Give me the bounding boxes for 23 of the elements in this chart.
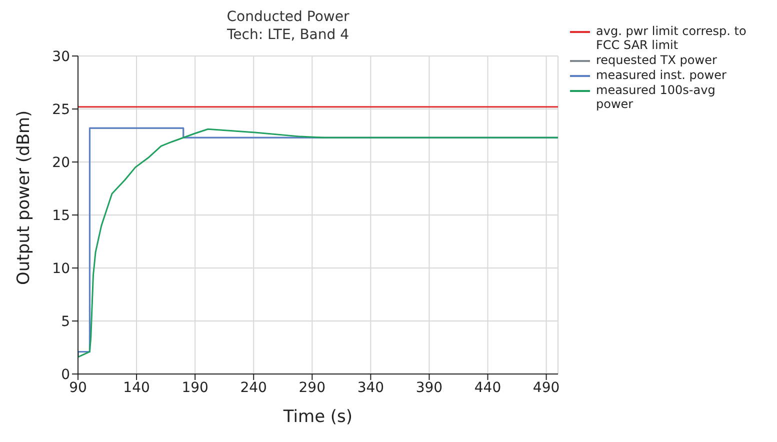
y-tick-label: 20 xyxy=(52,154,70,171)
x-tick-label: 90 xyxy=(69,380,87,396)
chart-subtitle: Tech: LTE, Band 4 xyxy=(226,26,350,44)
legend-label: measured inst. power xyxy=(596,68,726,82)
y-tick-label: 5 xyxy=(61,314,70,330)
y-tick-label: 10 xyxy=(52,260,70,277)
x-tick-label: 190 xyxy=(182,380,208,396)
chart-title: Conducted Power xyxy=(226,8,350,26)
y-axis-title: Output power (dBm) xyxy=(14,110,34,285)
y-tick-label: 30 xyxy=(52,48,70,65)
x-tick-label: 440 xyxy=(474,380,502,396)
x-tick-label: 240 xyxy=(240,380,267,396)
x-tick-label: 140 xyxy=(123,380,150,396)
y-tick-label: 15 xyxy=(52,208,70,224)
x-tick-label: 340 xyxy=(357,380,384,396)
x-tick-label: 490 xyxy=(532,380,560,396)
y-tick-label: 25 xyxy=(52,102,70,118)
x-tick-label: 290 xyxy=(298,380,326,396)
legend-label: measured 100s-avg power xyxy=(596,83,716,111)
y-tick-label: 0 xyxy=(61,366,70,383)
legend-label: requested TX power xyxy=(596,53,717,67)
x-axis-title: Time (s) xyxy=(282,407,353,427)
x-tick-label: 390 xyxy=(416,380,443,396)
